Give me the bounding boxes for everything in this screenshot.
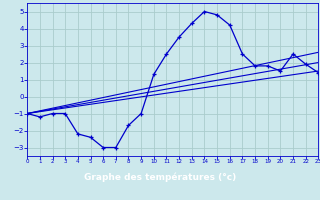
Text: Graphe des températures (°c): Graphe des températures (°c) [84, 172, 236, 182]
